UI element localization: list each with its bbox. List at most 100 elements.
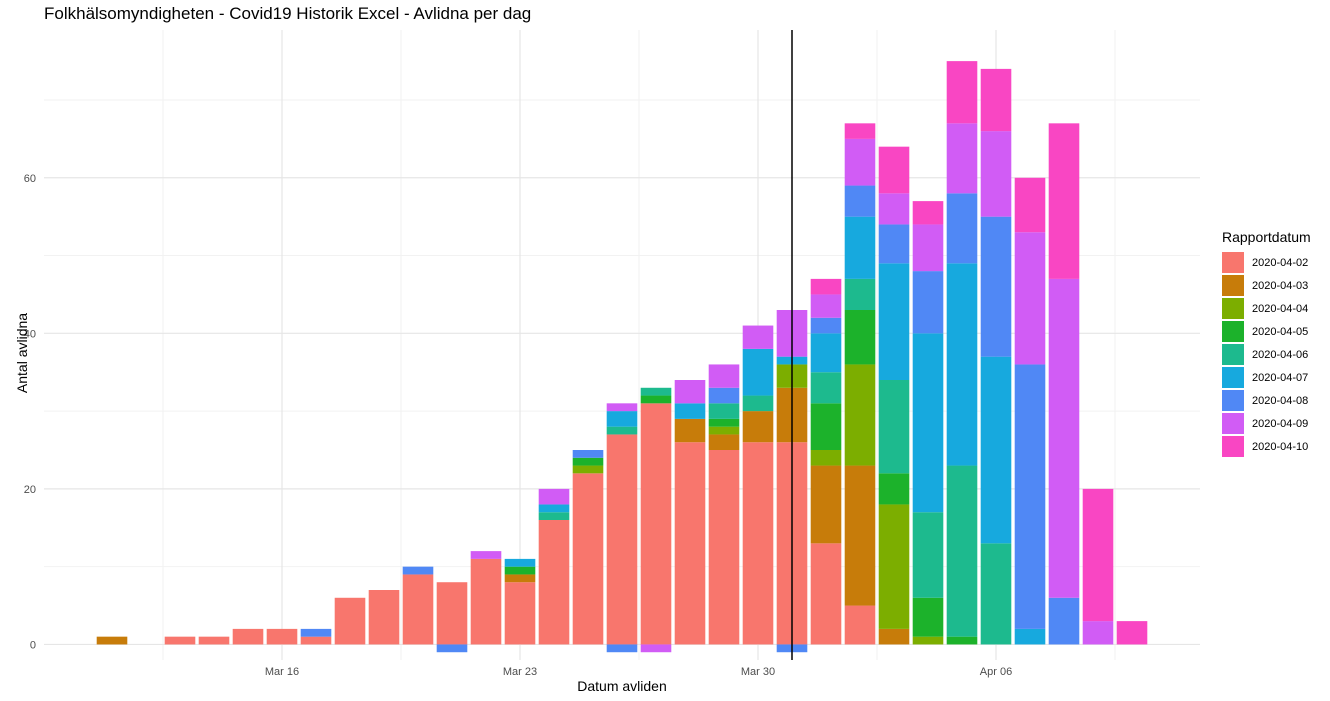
bar-segment — [810, 465, 842, 544]
x-tick-labels: Mar 16 Mar 23 Mar 30 Apr 06 — [265, 666, 1012, 678]
bar-segment — [912, 512, 944, 598]
legend-swatch — [1222, 298, 1244, 319]
bar-segment — [232, 628, 264, 645]
y-tick-label: 40 — [24, 328, 36, 340]
bar-segment — [402, 566, 434, 575]
bar-segment — [810, 294, 842, 318]
bar-segment — [742, 442, 774, 645]
bar-segment — [606, 434, 638, 645]
bar-segment — [912, 333, 944, 513]
legend-item: 2020-04-09 — [1222, 412, 1311, 435]
legend-item: 2020-04-05 — [1222, 320, 1311, 343]
bar-segment — [980, 216, 1012, 357]
bar-segment — [300, 636, 332, 645]
bar-segment — [96, 636, 128, 645]
legend-label: 2020-04-05 — [1252, 325, 1309, 338]
bar-segment — [912, 201, 944, 225]
bar-segment — [606, 644, 638, 653]
chart-title: Folkhälsomyndigheten - Covid19 Historik … — [44, 4, 532, 23]
bar-segment — [912, 636, 944, 645]
bar-segment — [606, 426, 638, 435]
legend-label: 2020-04-09 — [1252, 417, 1309, 430]
legend-item: 2020-04-07 — [1222, 366, 1311, 389]
bar-segment — [878, 224, 910, 264]
bar-segment — [674, 418, 706, 443]
bar-segment — [946, 636, 978, 645]
bar-segment — [436, 644, 468, 653]
bar-segment — [572, 473, 604, 645]
bar-segment — [504, 582, 536, 645]
bar-segment — [1014, 177, 1046, 233]
bar-segment — [946, 193, 978, 264]
x-tick-label: Mar 23 — [503, 666, 537, 678]
legend-item: 2020-04-08 — [1222, 389, 1311, 412]
bar-segment — [470, 558, 502, 645]
legend-label: 2020-04-04 — [1252, 302, 1309, 315]
bar-segment — [878, 263, 910, 380]
bar-segment — [572, 465, 604, 474]
legend-swatch — [1222, 252, 1244, 273]
bar-segment — [810, 543, 842, 645]
bar-segment — [810, 317, 842, 334]
bar-segment — [708, 434, 740, 450]
y-tick-label: 0 — [30, 639, 36, 651]
legend-item: 2020-04-06 — [1222, 343, 1311, 366]
legend-swatch — [1222, 344, 1244, 365]
legend-swatch — [1222, 436, 1244, 457]
bar-segment — [640, 387, 672, 396]
x-tick-label: Mar 30 — [741, 666, 775, 678]
bar-segment — [266, 628, 298, 645]
bar-segment — [742, 325, 774, 349]
bar-segment — [402, 574, 434, 645]
legend-item: 2020-04-02 — [1222, 251, 1311, 274]
bar-segment — [810, 403, 842, 450]
x-axis-title: Datum avliden — [577, 678, 667, 694]
bar-segment — [606, 403, 638, 412]
bar-segment — [606, 411, 638, 427]
legend-label: 2020-04-08 — [1252, 394, 1309, 407]
bar-segment — [946, 61, 978, 124]
bar-segment — [368, 590, 400, 645]
legend-item: 2020-04-03 — [1222, 274, 1311, 297]
bar-segment — [878, 504, 910, 629]
legend-swatch — [1222, 275, 1244, 296]
bar-segment — [844, 216, 876, 279]
legend: Rapportdatum 2020-04-02 2020-04-03 2020-04… — [1222, 229, 1311, 458]
x-tick-label: Apr 06 — [980, 666, 1012, 678]
bar-segment — [538, 488, 570, 505]
bar-segment — [708, 450, 740, 645]
bar-segment — [844, 123, 876, 139]
bar-segment — [810, 333, 842, 373]
bar-segment — [640, 395, 672, 404]
bar-segment — [640, 644, 672, 653]
legend-swatch — [1222, 413, 1244, 434]
bar-segment — [538, 520, 570, 645]
legend-label: 2020-04-02 — [1252, 256, 1309, 269]
x-tick-label: Mar 16 — [265, 666, 299, 678]
legend-label: 2020-04-06 — [1252, 348, 1309, 361]
bar-segment — [878, 473, 910, 505]
bar-segment — [878, 193, 910, 225]
bars — [96, 61, 1148, 653]
y-tick-label: 20 — [24, 484, 36, 496]
y-tick-labels: 0 20 40 60 — [24, 173, 36, 652]
bar-segment — [1082, 488, 1114, 622]
legend-label: 2020-04-10 — [1252, 440, 1309, 453]
y-axis-title: Antal avlidna — [14, 312, 30, 394]
bar-segment — [946, 465, 978, 637]
bar-segment — [708, 387, 740, 404]
bar-segment — [912, 271, 944, 334]
bar-segment — [980, 543, 1012, 645]
bar-segment — [640, 403, 672, 645]
legend-label: 2020-04-03 — [1252, 279, 1309, 292]
bar-segment — [742, 411, 774, 443]
legend-swatch — [1222, 367, 1244, 388]
legend-label: 2020-04-07 — [1252, 371, 1309, 384]
bar-segment — [1048, 123, 1080, 279]
bar-segment — [300, 628, 332, 637]
bar-segment — [572, 450, 604, 458]
bar-segment — [742, 348, 774, 396]
bar-segment — [844, 278, 876, 310]
legend-item: 2020-04-10 — [1222, 435, 1311, 458]
bar-segment — [844, 185, 876, 217]
